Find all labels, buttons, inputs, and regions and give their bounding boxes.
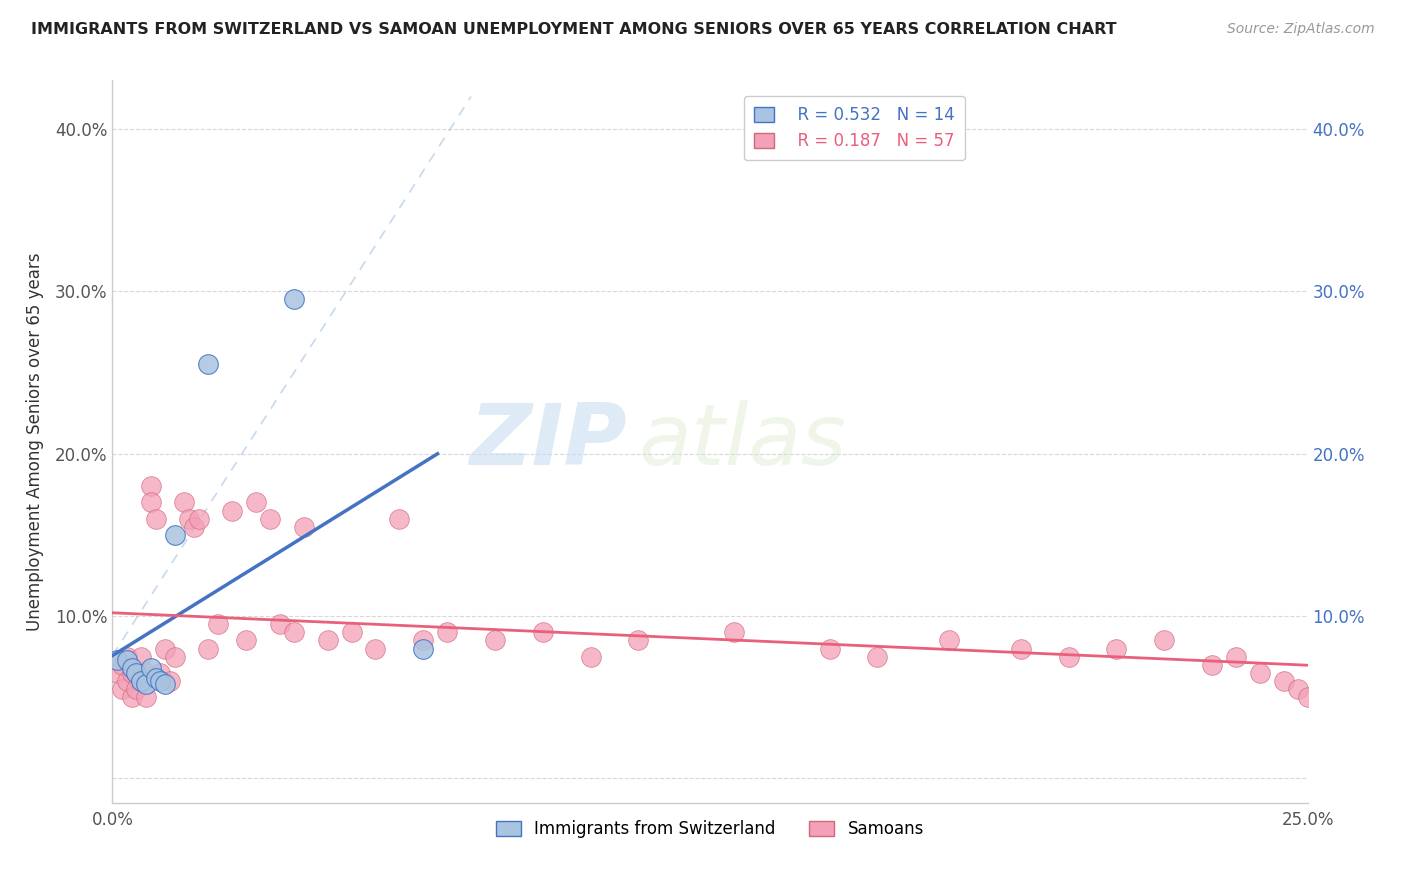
Point [145,511,167,525]
Point [129,673,152,688]
Point [412,633,434,648]
Point [121,690,143,705]
Point [818,641,841,656]
Point [129,673,152,688]
Point [259,511,281,525]
Point [412,641,434,656]
Point [245,495,267,509]
Point [125,665,148,680]
Point [484,633,506,648]
Point [723,625,745,640]
Text: Source: ZipAtlas.com: Source: ZipAtlas.com [1227,22,1375,37]
Point [183,520,205,534]
Point [1010,641,1032,656]
Point [153,641,176,656]
Point [115,653,138,667]
Point [1201,657,1223,672]
Point [1249,665,1271,680]
Point [1296,690,1319,705]
Point [531,625,554,640]
Point [1272,673,1295,688]
Point [364,641,387,656]
Point [207,617,229,632]
Point [111,682,134,697]
Legend: Immigrants from Switzerland, Samoans: Immigrants from Switzerland, Samoans [488,812,932,847]
Point [135,690,157,705]
Point [938,633,960,648]
Point [129,649,152,664]
Point [145,671,167,685]
Point [139,479,162,493]
Point [125,665,148,680]
Point [163,649,186,664]
Point [139,495,162,509]
Text: ZIP: ZIP [468,400,627,483]
Point [269,617,291,632]
Point [187,511,209,525]
Point [1057,649,1080,664]
Point [115,649,138,664]
Point [388,511,411,525]
Point [316,633,339,648]
Point [125,682,148,697]
Point [139,661,162,675]
Point [159,673,181,688]
Point [163,528,186,542]
Point [111,657,134,672]
Point [340,625,363,640]
Point [177,511,200,525]
Point [1286,682,1309,697]
Point [135,665,157,680]
Point [283,293,305,307]
Point [1153,633,1175,648]
Point [121,665,143,680]
Point [627,633,650,648]
Point [173,495,195,509]
Point [1225,649,1247,664]
Point [149,673,172,688]
Point [105,653,128,667]
Point [105,665,128,680]
Point [1105,641,1128,656]
Point [283,625,305,640]
Point [579,649,602,664]
Point [292,520,315,534]
Point [135,677,157,691]
Point [115,673,138,688]
Text: atlas: atlas [638,400,846,483]
Point [866,649,889,664]
Point [221,503,243,517]
Point [235,633,257,648]
Point [153,677,176,691]
Text: IMMIGRANTS FROM SWITZERLAND VS SAMOAN UNEMPLOYMENT AMONG SENIORS OVER 65 YEARS C: IMMIGRANTS FROM SWITZERLAND VS SAMOAN UN… [31,22,1116,37]
Y-axis label: Unemployment Among Seniors over 65 years: Unemployment Among Seniors over 65 years [25,252,44,631]
Point [436,625,458,640]
Point [149,665,172,680]
Point [121,661,143,675]
Point [197,358,219,372]
Point [197,641,219,656]
